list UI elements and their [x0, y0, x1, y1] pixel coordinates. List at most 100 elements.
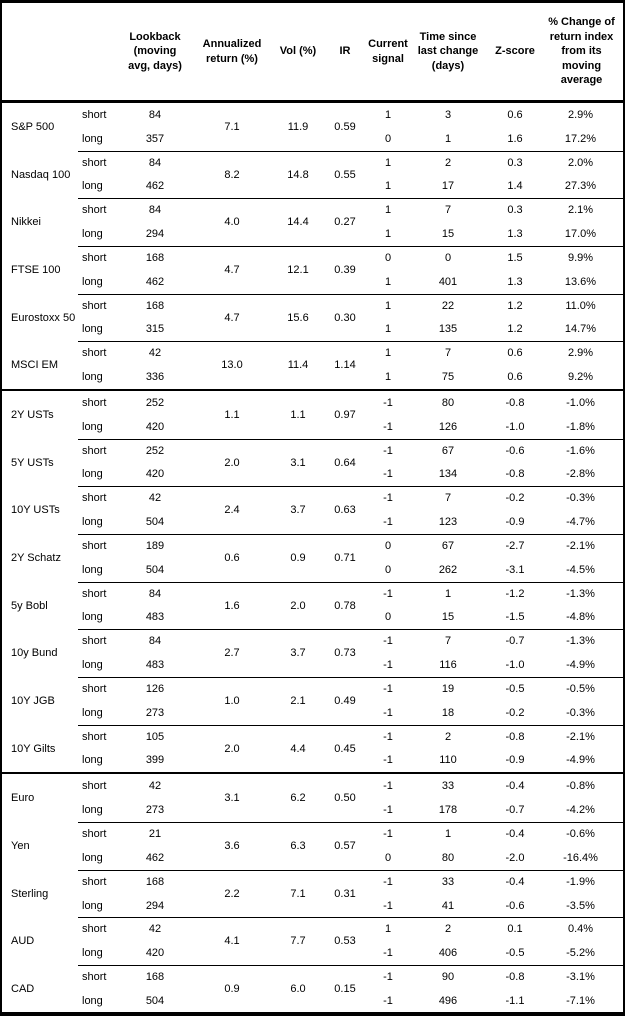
cell-leg: short [82, 492, 107, 505]
cell-signal: 1 [384, 323, 392, 336]
cell-ir: 0.31 [334, 887, 356, 900]
asset-group: 10Y JGB 1.0 2.1 0.49 short 126 -1 19 -0.5 -0.5% lo… [2, 677, 623, 725]
cell-lookback: 84 [148, 108, 162, 121]
cell-pct-change: 9.2% [567, 371, 594, 384]
cell-lookback: 42 [148, 492, 162, 505]
cell-lookback: 462 [145, 275, 165, 288]
cell-time-since: 2 [444, 730, 452, 743]
cell-pct-change: -0.6% [566, 827, 595, 840]
cell-leg: long [82, 228, 103, 241]
cell-vol: 0.9 [290, 551, 306, 564]
cell-ir: 0.78 [334, 599, 356, 612]
cell-zscore: -2.7 [505, 539, 525, 552]
cell-vol: 4.4 [290, 742, 306, 755]
cell-leg: short [82, 204, 107, 217]
cell-signal: 1 [384, 371, 392, 384]
cell-time-since: 7 [444, 204, 452, 217]
cell-vol: 6.3 [290, 839, 306, 852]
cell-time-since: 19 [441, 682, 455, 695]
cell-lookback: 84 [148, 587, 162, 600]
cell-zscore: -0.8 [505, 730, 525, 743]
cell-signal: -1 [383, 516, 393, 529]
cell-time-since: 134 [438, 468, 458, 481]
cell-ir: 0.39 [334, 263, 356, 276]
cell-pct-change: 17.0% [564, 228, 597, 241]
cell-annualized-return: 4.7 [224, 263, 240, 276]
cell-vol: 3.1 [290, 456, 306, 469]
cell-pct-change: -1.6% [566, 444, 595, 457]
cell-signal: -1 [383, 659, 393, 672]
cell-pct-change: -4.8% [566, 611, 595, 624]
cell-zscore: 0.1 [507, 923, 523, 936]
cell-annualized-return: 1.0 [224, 694, 240, 707]
cell-pct-change: -3.5% [566, 899, 595, 912]
cell-lookback: 294 [145, 899, 165, 912]
cell-leg: short [82, 251, 107, 264]
cell-time-since: 22 [441, 299, 455, 312]
cell-annualized-return: 0.9 [224, 982, 240, 995]
cell-leg: long [82, 371, 103, 384]
cell-annualized-return: 4.0 [224, 216, 240, 229]
cell-leg: long [82, 659, 103, 672]
cell-time-since: 15 [441, 228, 455, 241]
cell-annualized-return: 2.0 [224, 456, 240, 469]
cell-pct-change: -0.3% [566, 706, 595, 719]
asset-group: 10Y Gilts 2.0 4.4 0.45 short 105 -1 2 -0.8 -2.1% l… [2, 724, 623, 773]
cell-leg: short [82, 587, 107, 600]
cell-annualized-return: 7.1 [224, 120, 240, 133]
cell-ir: 0.57 [334, 839, 356, 852]
cell-lookback: 252 [145, 444, 165, 457]
cell-zscore: 0.6 [507, 108, 523, 121]
cell-signal: -1 [383, 947, 393, 960]
cell-pct-change: -2.8% [566, 468, 595, 481]
table-header-row: Lookback (moving avg, days) Annualized r… [2, 3, 623, 103]
cell-zscore: -0.2 [505, 492, 525, 505]
cell-pct-change: -4.5% [566, 563, 595, 576]
header-time-since: Time since last change (days) [412, 3, 484, 100]
cell-zscore: 1.4 [507, 180, 523, 193]
cell-signal: -1 [383, 444, 393, 457]
cell-ir: 0.30 [334, 311, 356, 324]
cell-time-since: 135 [438, 323, 458, 336]
cell-time-since: 3 [444, 108, 452, 121]
cell-leg: long [82, 563, 103, 576]
cell-time-since: 7 [444, 347, 452, 360]
cell-leg: long [82, 275, 103, 288]
cell-leg: short [82, 156, 107, 169]
cell-lookback: 105 [145, 730, 165, 743]
header-pct-change-label: % Change of return index from its moving… [548, 16, 615, 87]
cell-lookback: 294 [145, 228, 165, 241]
header-zscore: Z-score [484, 3, 546, 100]
cell-lookback: 420 [145, 947, 165, 960]
cell-pct-change: 2.9% [567, 347, 594, 360]
cell-time-since: 18 [441, 706, 455, 719]
cell-zscore: -0.8 [505, 396, 525, 409]
cell-pct-change: -1.8% [566, 420, 595, 433]
asset-name: 5y Bobl [11, 599, 48, 612]
cell-pct-change: -7.1% [566, 994, 595, 1007]
asset-name: Nikkei [11, 216, 41, 229]
cell-signal: 1 [384, 228, 392, 241]
cell-vol: 11.4 [287, 359, 309, 372]
cell-lookback: 399 [145, 754, 165, 767]
asset-group: MSCI EM 13.0 11.4 1.14 short 42 1 7 0.6 2.9% long 3… [2, 341, 623, 389]
cell-vol: 1.1 [290, 408, 306, 421]
cell-zscore: -0.6 [505, 444, 525, 457]
asset-name: CAD [11, 982, 35, 995]
cell-lookback: 357 [145, 132, 165, 145]
cell-pct-change: -4.9% [566, 754, 595, 767]
cell-leg: short [82, 635, 107, 648]
header-current-signal: Current signal [364, 3, 412, 100]
cell-time-since: 7 [444, 635, 452, 648]
cell-time-since: 33 [441, 780, 455, 793]
header-zscore-label: Z-score [495, 45, 535, 58]
asset-group: Eurostoxx 50 4.7 15.6 0.30 short 168 1 22 1.2 11.… [2, 293, 623, 342]
cell-time-since: 262 [438, 563, 458, 576]
cell-vol: 11.9 [287, 120, 309, 133]
cell-pct-change: 14.7% [564, 323, 597, 336]
table-section-2: 2Y USTs 1.1 1.1 0.97 short 252 -1 80 -0.8 -1.0% lo… [2, 389, 623, 772]
cell-signal: 1 [384, 180, 392, 193]
asset-name: 10Y USTs [11, 504, 60, 517]
cell-time-since: 67 [441, 444, 455, 457]
cell-lookback: 84 [148, 156, 162, 169]
